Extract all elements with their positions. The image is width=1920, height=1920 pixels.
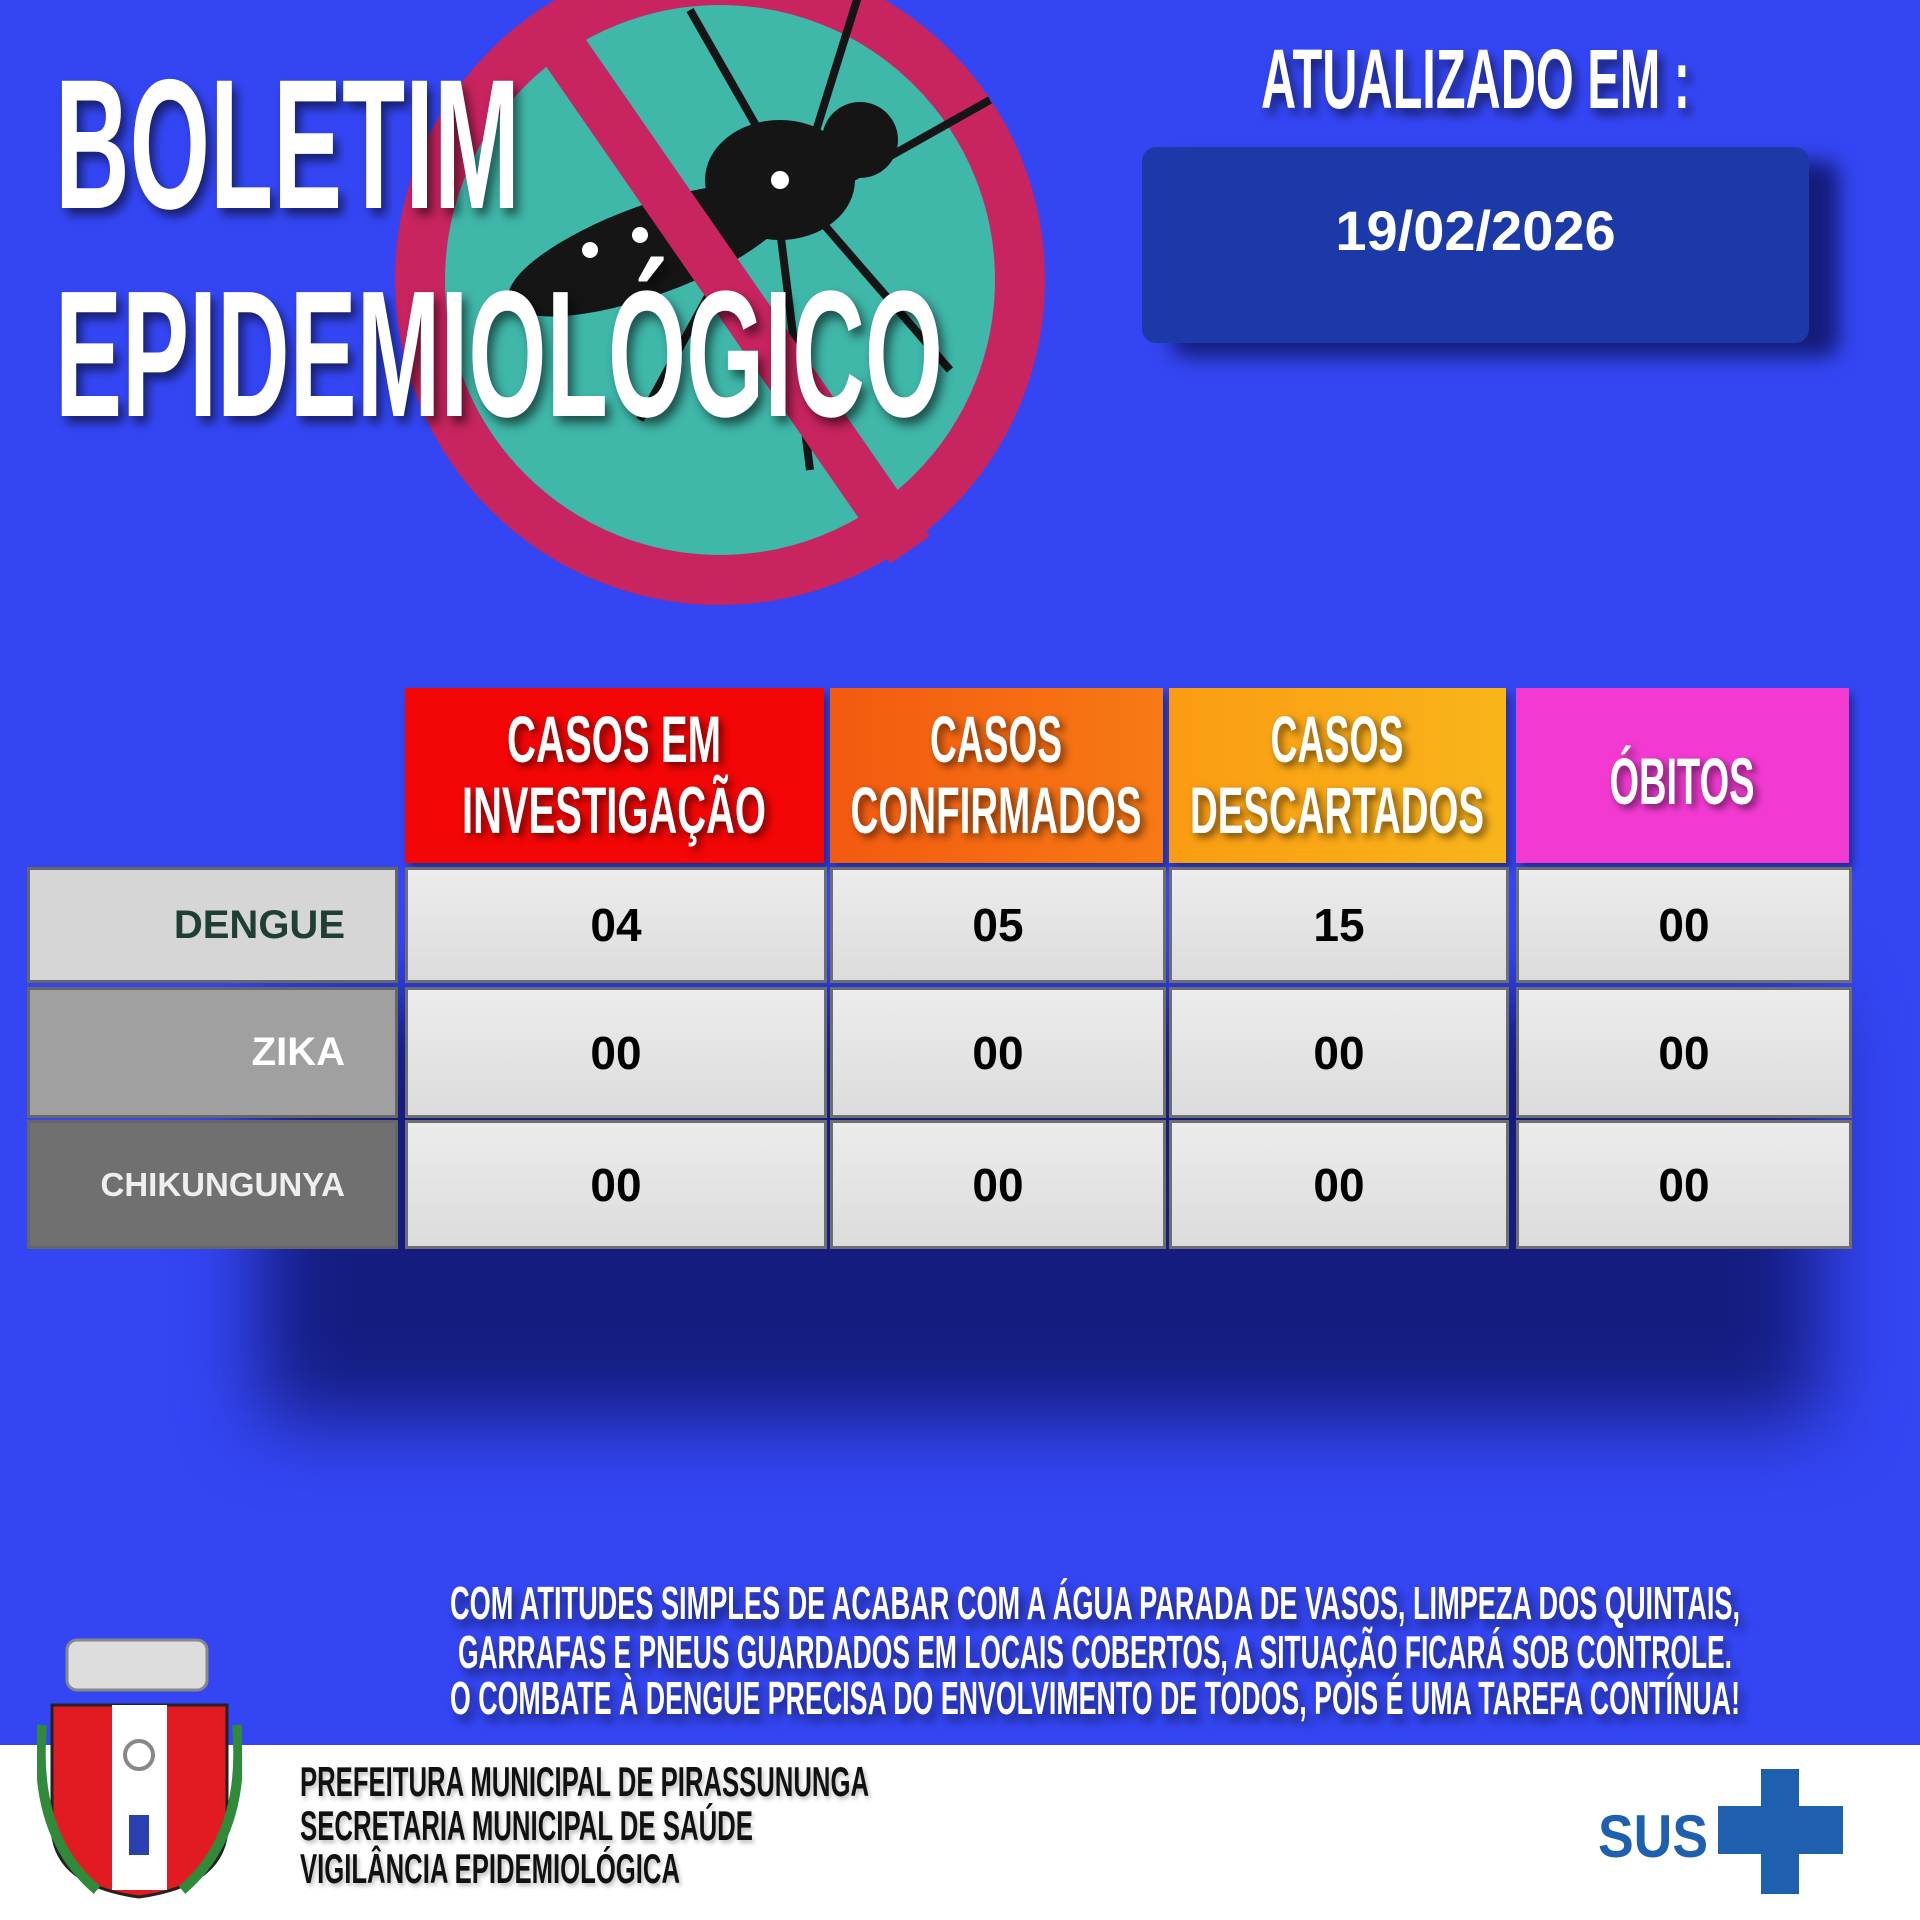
column-header-line: ÓBITOS xyxy=(1610,744,1755,818)
cell-chikungunya-confirmed: 00 xyxy=(830,1120,1166,1249)
column-header-text: CASOS DESCARTADOS xyxy=(1190,702,1484,847)
column-header-investigation: CASOS EM INVESTIGAÇÃO xyxy=(405,688,824,863)
no-mosquito-emblem xyxy=(395,0,1045,605)
column-header-line: CONFIRMADOS xyxy=(851,773,1142,847)
column-header-confirmed: CASOS CONFIRMADOS xyxy=(830,688,1163,863)
title-line-2: EPIDEMIOLÓGICO xyxy=(55,254,943,440)
footer-line: SECRETARIA MUNICIPAL DE SAÚDE xyxy=(300,1801,753,1849)
column-header-line: CASOS xyxy=(1271,702,1404,776)
title-line-1-wrap: BOLETIM xyxy=(55,42,520,240)
cell-dengue-deaths: 00 xyxy=(1516,867,1852,983)
updated-label: ATUALIZADO EM : xyxy=(1261,32,1690,126)
row-label-chikungunya: CHIKUNGUNYA xyxy=(27,1120,398,1249)
cell-dengue-confirmed: 05 xyxy=(830,867,1166,983)
cell-zika-discarded: 00 xyxy=(1169,987,1509,1118)
footer-line: PREFEITURA MUNICIPAL DE PIRASSUNUNGA xyxy=(300,1758,869,1805)
footer-band xyxy=(0,1745,1920,1920)
prevention-message: COM ATITUDES SIMPLES DE ACABAR COM A ÁGU… xyxy=(450,1577,1740,1724)
updated-date: 19/02/2026 xyxy=(1335,198,1616,262)
cell-chikungunya-deaths: 00 xyxy=(1516,1120,1852,1249)
cell-dengue-investigation: 04 xyxy=(405,867,827,983)
cell-chikungunya-discarded: 00 xyxy=(1169,1120,1509,1249)
row-label-zika: ZIKA xyxy=(27,987,398,1118)
row-label-dengue: DENGUE xyxy=(27,867,398,983)
column-header-line: INVESTIGAÇÃO xyxy=(462,773,766,847)
cell-zika-confirmed: 00 xyxy=(830,987,1166,1118)
sus-logo: SUS xyxy=(1598,1769,1848,1894)
sus-logo-text-wrap: SUS xyxy=(1598,1803,1708,1869)
cell-zika-deaths: 00 xyxy=(1516,987,1852,1118)
column-header-text: CASOS CONFIRMADOS xyxy=(851,702,1142,847)
message-line: O COMBATE À DENGUE PRECISA DO ENVOLVIMEN… xyxy=(450,1672,1740,1724)
sus-logo-text: SUS xyxy=(1598,1803,1708,1869)
footer-institution-text: PREFEITURA MUNICIPAL DE PIRASSUNUNGA SEC… xyxy=(300,1758,869,1892)
cross-icon xyxy=(1718,1806,1843,1854)
message-line: GARRAFAS E PNEUS GUARDADOS EM LOCAIS COB… xyxy=(458,1626,1732,1678)
cell-zika-investigation: 00 xyxy=(405,987,827,1118)
updated-date-box: 19/02/2026 xyxy=(1142,147,1809,343)
updated-label-wrap: ATUALIZADO EM : xyxy=(1261,32,1690,126)
message-line: COM ATITUDES SIMPLES DE ACABAR COM A ÁGU… xyxy=(450,1577,1740,1629)
title-line-1: BOLETIM xyxy=(55,42,520,240)
column-header-line: CASOS EM xyxy=(507,702,721,776)
column-header-discarded: CASOS DESCARTADOS xyxy=(1169,688,1506,863)
column-header-deaths: ÓBITOS xyxy=(1516,688,1849,863)
cell-dengue-discarded: 15 xyxy=(1169,867,1509,983)
column-header-text: ÓBITOS xyxy=(1610,744,1755,818)
coat-of-arms-logo xyxy=(37,1638,242,1899)
title-line-2-wrap: EPIDEMIOLÓGICO xyxy=(55,254,943,440)
footer-line: VIGILÂNCIA EPIDEMIOLÓGICA xyxy=(300,1844,680,1892)
cell-chikungunya-investigation: 00 xyxy=(405,1120,827,1249)
column-header-line: DESCARTADOS xyxy=(1190,773,1484,847)
column-header-line: CASOS xyxy=(930,702,1062,776)
column-header-text: CASOS EM INVESTIGAÇÃO xyxy=(462,702,766,847)
